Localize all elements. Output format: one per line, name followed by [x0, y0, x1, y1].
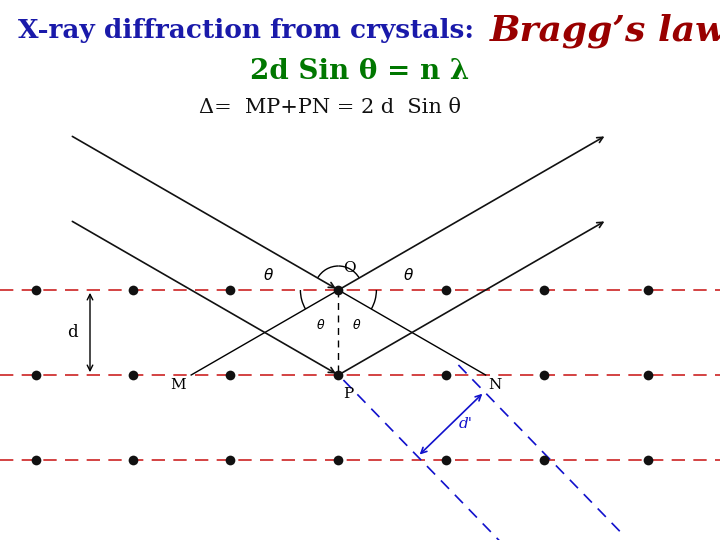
- Text: N: N: [489, 378, 502, 392]
- Text: M: M: [171, 378, 186, 392]
- Text: $\theta$: $\theta$: [351, 318, 361, 332]
- Text: $\theta$: $\theta$: [403, 267, 414, 283]
- Text: Bragg’s law: Bragg’s law: [490, 14, 720, 49]
- Text: X-ray diffraction from crystals:: X-ray diffraction from crystals:: [18, 18, 483, 43]
- Text: O: O: [343, 261, 356, 275]
- Text: 2d Sin θ = n λ: 2d Sin θ = n λ: [251, 58, 469, 85]
- Text: d': d': [459, 417, 473, 431]
- Text: $\theta$: $\theta$: [263, 267, 274, 283]
- Text: P: P: [343, 387, 354, 401]
- Text: $\theta$: $\theta$: [315, 318, 325, 332]
- Text: d: d: [68, 324, 78, 341]
- Text: Δ=  MP+PN = 2 d  Sin θ: Δ= MP+PN = 2 d Sin θ: [199, 98, 461, 117]
